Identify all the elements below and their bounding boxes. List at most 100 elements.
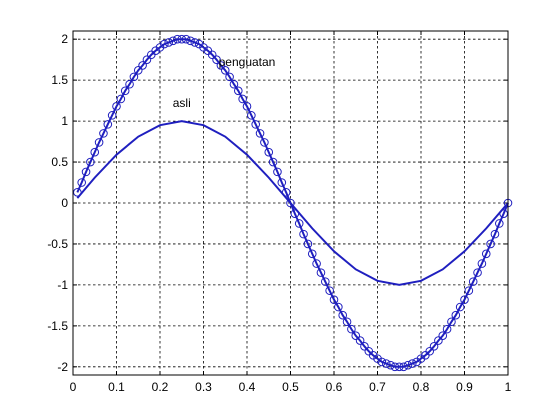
y-tick-label: 0 [61,196,68,210]
series-2-point [268,157,278,167]
series-2-point [403,360,413,370]
series-2-point [81,167,91,177]
series-2-point [77,178,86,187]
series-2-point [277,178,287,187]
series-2-point [260,138,269,147]
series-2-point [386,360,395,370]
series-2-point [299,229,308,239]
series-2-point [103,120,113,129]
series-2-point [464,286,474,295]
x-axis-tick-labels: 0 0.1 0.2 0.3 0.4 0.5 0.6 0.7 0.8 0.9 1 [70,380,512,394]
series-2-point [495,219,504,228]
annotation-1: asli [173,96,191,110]
x-tick-label: 0.6 [326,380,343,394]
series-2-point [460,295,469,304]
series-2-point [455,302,465,312]
series-2-point [312,259,321,268]
series-2-point [273,167,282,177]
series-2-point [99,129,108,138]
series-2-point [425,346,435,356]
y-tick-label: -1.5 [47,319,68,333]
series-2-point [351,331,361,340]
series-2-point [186,36,195,46]
y-tick-label: -1 [57,278,68,292]
series-2-point [216,61,226,70]
series-2-point [394,362,404,372]
series-2-point [294,219,304,228]
series-2-point [129,72,139,82]
annotations: asli penguatan [173,55,276,110]
series-2-point [229,79,239,89]
y-axis-tick-labels: -2 -1.5 -1 -0.5 0 0.5 1 1.5 2 [47,32,68,374]
series-2-point [429,342,439,351]
series-2-point [173,34,182,44]
series-2-point [399,362,408,372]
x-tick-label: 0.4 [239,380,256,394]
x-tick-label: 0.8 [413,380,430,394]
y-tick-label: 2 [61,32,68,46]
series-2-point [73,188,82,197]
series-2-point [94,138,104,147]
series-2-point [207,50,217,60]
series-2-point [486,239,495,249]
series-2-point [334,302,343,312]
series-2-point [238,94,247,104]
x-tick-label: 1 [505,380,512,394]
series-2-point [438,331,448,340]
series-2-point [477,259,487,268]
series-2-point [142,55,152,64]
series-2-point [164,38,173,47]
series [73,34,513,372]
series-2-point [442,324,452,334]
series-2-point [307,249,317,259]
series-2-point [499,209,508,218]
series-2-point [138,61,147,70]
x-tick-label: 0.9 [456,380,473,394]
series-2-point [286,198,295,208]
x-tick-label: 0.2 [152,380,169,394]
series-2-point [212,55,221,64]
series-2-point [381,359,391,368]
series-2-point [107,111,117,120]
x-tick-label: 0.1 [108,380,125,394]
series-2-point [120,86,130,96]
series-2-point [490,229,500,239]
series-2-point [303,239,313,249]
series-2-point [447,317,456,327]
series-2-point [116,94,126,104]
series-2-point [390,362,400,372]
series-2-point [190,38,200,47]
y-tick-label: -0.5 [47,237,68,251]
series-2-point [325,286,334,295]
series-2-point [112,102,121,111]
series-2-point [234,86,243,96]
series-2-point [408,359,417,368]
series-2-point [290,209,300,218]
plot-frame [72,30,509,376]
series-2-point [451,310,461,320]
grid [73,31,508,375]
series-2-point [177,34,187,44]
series-2-point [125,79,134,89]
series-2-point [434,336,443,345]
series-2-point [316,268,326,277]
series-2-point [342,317,352,327]
series-2-point [181,34,191,44]
x-tick-label: 0.5 [282,380,299,394]
series-2-point [481,249,491,259]
series-2-point [251,120,260,129]
series-2-point [360,342,369,351]
annotation-2: penguatan [219,55,276,69]
x-tick-label: 0.7 [369,380,386,394]
series-2-point [255,129,265,138]
series-2-point [242,102,252,111]
series-2-point [347,324,356,334]
series-2-point [220,66,230,75]
series-2-point [321,277,330,286]
series-2-point [468,277,478,286]
x-tick-label: 0 [70,380,77,394]
y-tick-label: 0.5 [51,155,68,169]
series-2-point [86,157,95,167]
series-2-point [473,268,482,277]
